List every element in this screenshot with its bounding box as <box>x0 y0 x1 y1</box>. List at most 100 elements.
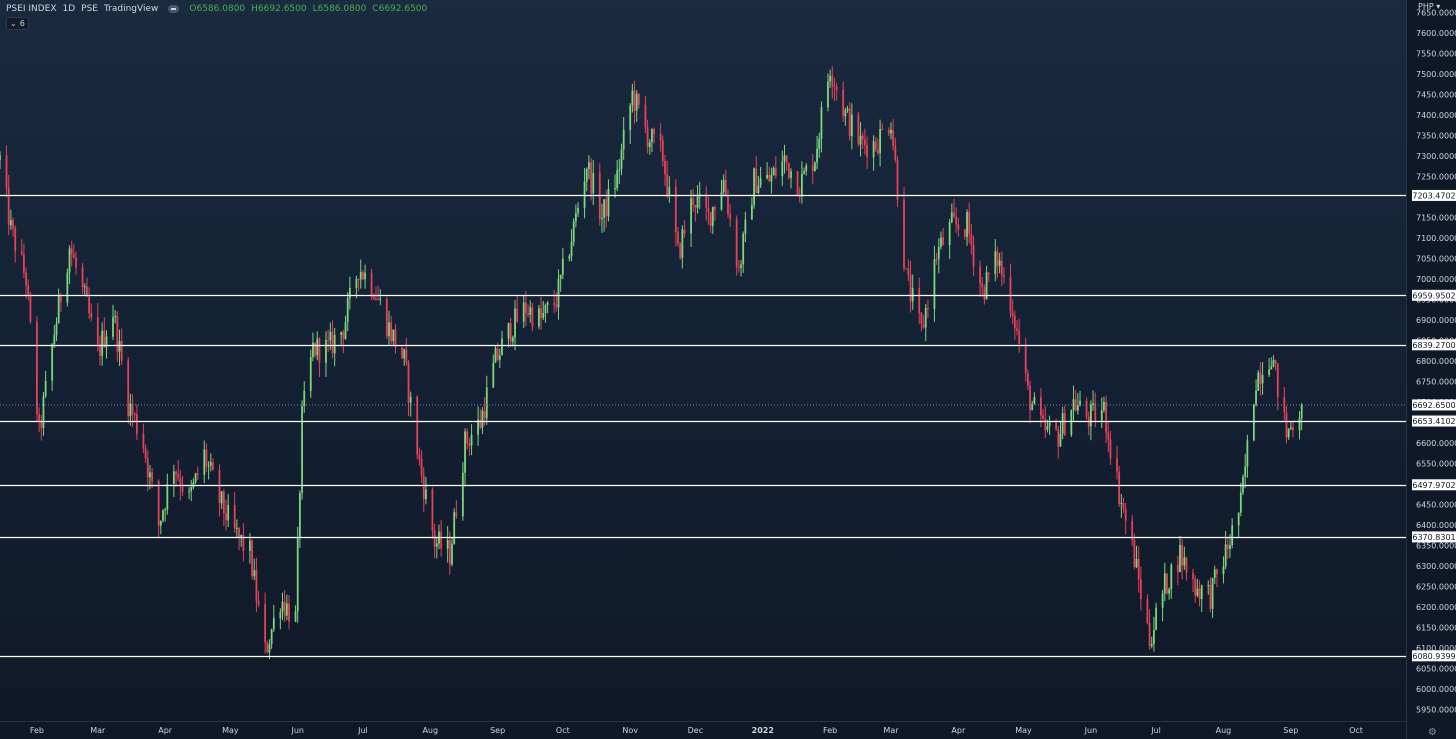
candle <box>294 605 297 623</box>
indicators-collapse-button[interactable]: ⌄ 6 <box>6 17 29 30</box>
candle-body <box>303 390 306 407</box>
candle <box>192 478 195 490</box>
candle <box>1031 400 1034 411</box>
candle <box>357 278 360 292</box>
level-price-tag <box>1412 650 1456 662</box>
candle <box>88 287 90 319</box>
candle-body <box>1285 412 1288 438</box>
candle <box>27 279 30 301</box>
candle <box>364 264 366 289</box>
candle-body <box>911 288 914 302</box>
time-axis[interactable] <box>0 721 1406 739</box>
candle-body <box>448 539 451 565</box>
candle <box>220 490 223 510</box>
candle <box>225 499 227 531</box>
candle-body <box>790 171 792 178</box>
candle <box>509 317 512 347</box>
candle <box>1261 362 1264 395</box>
visibility-toggle-icon[interactable] <box>168 5 180 13</box>
candle <box>218 464 221 517</box>
candle-body <box>1016 328 1018 331</box>
candle <box>327 329 330 353</box>
settings-gear-icon[interactable]: ⚙ <box>1428 727 1437 738</box>
candle-body <box>5 155 8 188</box>
candle-body <box>470 434 473 446</box>
currency-selector[interactable]: PHP ▾ <box>1418 2 1441 11</box>
candle <box>177 459 180 482</box>
candle-body <box>1029 385 1031 411</box>
candle <box>103 317 106 349</box>
price-tick-label: 6450.0000 <box>1416 500 1456 509</box>
price-axis[interactable] <box>1406 0 1456 739</box>
candle <box>340 331 343 345</box>
candle-body <box>622 129 625 150</box>
time-tick-label: Oct <box>1349 726 1363 735</box>
candle <box>711 206 714 234</box>
candle-body <box>722 179 725 193</box>
candle <box>1061 406 1064 440</box>
candle <box>1092 390 1094 411</box>
candle <box>998 252 1001 274</box>
candle-body <box>344 322 347 340</box>
candle-body <box>774 168 777 177</box>
candle <box>772 166 775 176</box>
candle <box>144 444 147 463</box>
candle <box>1237 512 1240 538</box>
interval[interactable]: 1D <box>62 4 76 14</box>
candle-body <box>653 129 656 135</box>
horizontal-levels <box>0 194 1406 658</box>
candle-body <box>568 256 571 259</box>
candle-body <box>372 296 375 299</box>
candle-body <box>1150 644 1153 647</box>
candle-body <box>750 204 753 220</box>
candle <box>501 330 503 356</box>
candle-body <box>407 363 410 403</box>
candle <box>590 157 592 201</box>
candle <box>622 116 625 160</box>
time-tick-label: Sep <box>490 726 505 735</box>
candle-body <box>1000 260 1003 276</box>
candle-body <box>724 179 727 197</box>
candle <box>388 310 390 346</box>
price-tick-label: 5950.0000 <box>1416 706 1456 715</box>
candle-body <box>1168 589 1171 594</box>
candle <box>1000 251 1003 286</box>
candle <box>288 595 290 630</box>
candle <box>240 534 243 547</box>
candle-body <box>209 462 212 466</box>
candle-body <box>1176 564 1179 573</box>
candle <box>309 349 312 399</box>
time-tick-label: Nov <box>622 726 638 735</box>
candle <box>994 239 997 282</box>
candle <box>40 414 43 441</box>
candle-body <box>844 110 847 117</box>
candle-body <box>524 302 527 314</box>
candle-body <box>36 321 38 414</box>
candle-body <box>96 317 99 345</box>
symbol-name[interactable]: PSEI INDEX <box>6 4 57 14</box>
price-tick-label: 6300.0000 <box>1416 562 1456 571</box>
candle-body <box>83 286 86 288</box>
candle-body <box>42 396 45 428</box>
candle <box>66 268 69 307</box>
candle-body <box>105 336 108 348</box>
candle-body <box>796 171 799 196</box>
candle <box>448 531 451 575</box>
candle-body <box>661 140 664 161</box>
candle-body <box>251 540 253 577</box>
candle <box>1274 359 1277 371</box>
time-tick-label: Jul <box>1150 726 1161 735</box>
candle-body <box>212 462 214 470</box>
candle <box>9 209 12 230</box>
candle-body <box>1209 584 1212 609</box>
candle <box>283 590 286 622</box>
candle-body <box>1252 404 1255 441</box>
candle-body <box>970 234 973 245</box>
candle <box>285 594 288 621</box>
candle-body <box>651 129 653 143</box>
candle <box>136 404 138 440</box>
price-tick-label: 6600.0000 <box>1416 439 1456 448</box>
candle-body <box>314 342 317 356</box>
candle-body <box>968 211 971 235</box>
